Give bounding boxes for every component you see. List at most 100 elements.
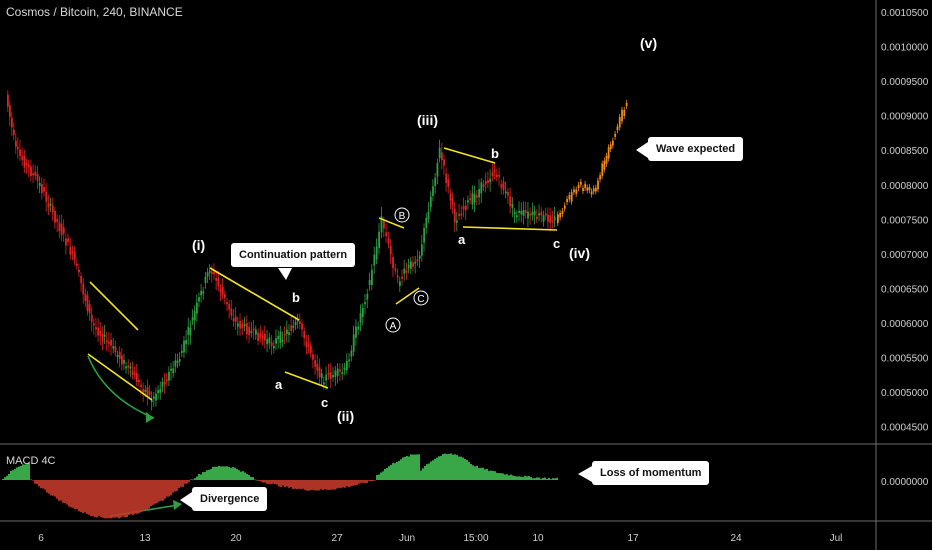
macd-bar	[452, 454, 454, 480]
macd-bar	[22, 464, 24, 480]
macd-bar	[288, 480, 290, 488]
macd-bar	[342, 480, 344, 488]
candle	[314, 360, 317, 367]
macd-bar	[176, 480, 178, 492]
candle	[268, 337, 271, 344]
candle	[178, 359, 181, 362]
abc-label-b2: b	[491, 146, 499, 161]
projection-candle	[607, 147, 610, 159]
candle	[484, 181, 487, 185]
candle	[375, 246, 378, 260]
macd-bar	[490, 470, 492, 480]
candle	[15, 140, 17, 147]
candle	[157, 390, 160, 394]
candle	[168, 371, 170, 381]
candle	[90, 314, 93, 322]
time-tick-label: 6	[38, 533, 44, 544]
candle	[336, 368, 339, 376]
candle	[549, 215, 552, 223]
macd-bar	[140, 480, 142, 513]
macd-bar	[236, 469, 238, 480]
abc-label-a1: a	[275, 377, 283, 392]
circled-label-a: A	[390, 321, 397, 332]
macd-bar	[110, 480, 112, 519]
projection-candle	[590, 191, 593, 195]
candle	[453, 209, 456, 223]
macd-bar	[192, 479, 194, 481]
macd-bar	[532, 478, 534, 480]
candle	[226, 302, 228, 305]
macd-bar	[148, 480, 150, 509]
macd-bar	[144, 480, 146, 511]
macd-bar	[542, 477, 544, 480]
macd-bar	[326, 480, 328, 490]
macd-bar	[216, 466, 218, 480]
macd-bar	[294, 480, 296, 489]
macd-bar	[114, 480, 116, 518]
candlestick-series	[7, 90, 556, 411]
candle	[25, 163, 28, 166]
macd-bar	[58, 480, 60, 501]
macd-bar	[190, 479, 192, 481]
macd-bar	[40, 480, 42, 489]
candle	[208, 270, 211, 273]
macd-bar	[178, 480, 180, 488]
macd-bar	[102, 480, 104, 518]
macd-bar	[2, 479, 4, 480]
macd-bar	[250, 476, 252, 480]
candle	[62, 227, 65, 234]
macd-bar	[230, 467, 232, 480]
macd-bar	[518, 476, 520, 480]
macd-bar	[128, 480, 130, 515]
candle	[493, 170, 496, 173]
wave-label-iii: (iii)	[417, 112, 438, 128]
macd-bar	[76, 480, 78, 510]
candle	[478, 189, 481, 198]
wave-expected-callout: Wave expected	[648, 137, 744, 161]
projection-candle	[592, 188, 595, 192]
candle	[185, 339, 188, 344]
macd-bar	[134, 480, 136, 514]
candle	[467, 200, 469, 203]
macd-bar	[214, 466, 216, 480]
candle	[458, 213, 461, 216]
projection-candle	[623, 109, 626, 117]
trendlines	[87, 147, 558, 401]
projection-candle	[599, 175, 602, 180]
macd-bar	[402, 457, 404, 480]
projection-series	[557, 99, 628, 226]
time-tick-label: 24	[730, 533, 742, 544]
macd-bar	[136, 480, 138, 514]
macd-bar	[472, 465, 474, 480]
candle	[127, 365, 130, 368]
projection-candle	[563, 205, 566, 209]
macd-bar	[504, 474, 506, 480]
price-axis[interactable]: 0.0010500 0.0010000 0.0009500 0.0009000 0.00…	[881, 8, 929, 434]
candle	[323, 382, 325, 385]
circled-labels	[385, 207, 429, 333]
macd-bar	[54, 480, 56, 497]
macd-bar	[466, 459, 468, 480]
macd-bar	[378, 474, 380, 480]
triangle-upper-line	[443, 147, 496, 164]
time-tick-label: 10	[532, 533, 544, 544]
macd-bar	[352, 480, 354, 486]
macd-bar	[10, 470, 12, 480]
macd-bar	[500, 473, 502, 480]
candle	[273, 345, 275, 349]
candle	[536, 216, 538, 219]
time-axis[interactable]: 6 13 20 27 Jun 15:00 10 17 24 Jul	[38, 533, 842, 544]
candle	[320, 373, 323, 378]
macd-bar	[248, 475, 250, 480]
candle	[476, 195, 478, 198]
macd-bar	[256, 479, 258, 481]
macd-bar	[548, 477, 550, 480]
macd-bar	[52, 480, 54, 496]
projection-candle	[605, 155, 608, 164]
candle	[264, 333, 266, 341]
candle	[19, 149, 21, 156]
macd-bar	[92, 480, 94, 517]
candle	[34, 171, 37, 176]
macd-bar	[228, 466, 230, 480]
projection-candle	[584, 183, 587, 189]
